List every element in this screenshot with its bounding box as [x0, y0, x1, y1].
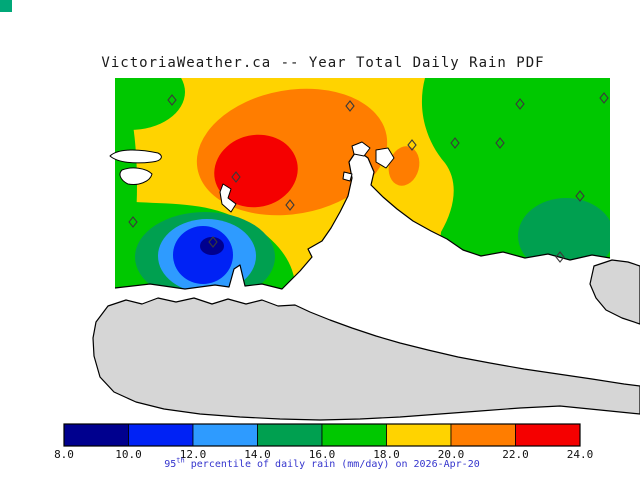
land-south [92, 297, 640, 421]
colorbar-cell-4 [257, 423, 323, 447]
harbour-inlet [219, 183, 237, 213]
caption-superscript: th [176, 456, 185, 465]
colorbar-cell-5 [321, 423, 387, 447]
tick-label: 14.0 [244, 448, 271, 461]
tick-label: 8.0 [54, 448, 74, 461]
station-markers [128, 92, 609, 263]
colorbar-caption: 95th percentile of daily rain (mm/day) o… [164, 456, 480, 470]
tick-label: 20.0 [437, 448, 465, 461]
station-marker-diamond [345, 100, 355, 112]
station-marker-diamond [128, 216, 138, 228]
contour-green-topleft [115, 78, 185, 130]
colorbar-cell-2 [128, 423, 194, 447]
contour-blue-ring [173, 226, 233, 284]
station-marker-diamond [208, 236, 218, 248]
station-marker-diamond [450, 137, 460, 149]
colorbar-cell-7 [450, 423, 516, 447]
tick-label: 10.0 [115, 448, 142, 461]
station-marker-diamond [515, 98, 525, 110]
lake-west-1 [109, 149, 162, 164]
island-channel-small [342, 171, 353, 182]
lake-west-2 [119, 167, 153, 185]
station-marker-diamond [231, 171, 241, 183]
coastline [114, 149, 611, 290]
station-marker-diamond [167, 94, 177, 106]
corner-mark [0, 0, 12, 12]
tick-label: 24.0 [566, 448, 594, 461]
chart-title: VictoriaWeather.ca -- Year Total Daily R… [101, 55, 545, 71]
colorbar-frame [63, 423, 581, 447]
tick-label: 18.0 [373, 448, 400, 461]
island-channel-yellow [351, 141, 371, 157]
station-marker-diamond [599, 92, 609, 104]
station-marker-diamond [407, 139, 417, 151]
station-marker-diamond [555, 251, 565, 263]
colorbar-cell-6 [386, 423, 452, 447]
contour-red-core [214, 134, 298, 208]
colorbar-cell-3 [192, 423, 258, 447]
tick-label: 12.0 [179, 448, 207, 461]
land-east [589, 259, 640, 325]
station-marker-diamond [495, 137, 505, 149]
contour-orange-eastbank [388, 146, 420, 186]
station-marker-diamond [575, 190, 585, 202]
tick-label: 22.0 [502, 448, 529, 461]
caption-prefix: 95 [164, 459, 177, 470]
station-marker-diamond [285, 199, 295, 211]
tick-label: 16.0 [308, 448, 336, 461]
caption-rest: percentile of daily rain (mm/day) on 202… [184, 459, 480, 470]
colorbar-cell-8 [515, 423, 581, 447]
sea-water [115, 150, 610, 300]
colorbar [63, 423, 581, 447]
colorbar-cell-1 [63, 423, 129, 447]
island-channel-orange [375, 147, 395, 169]
